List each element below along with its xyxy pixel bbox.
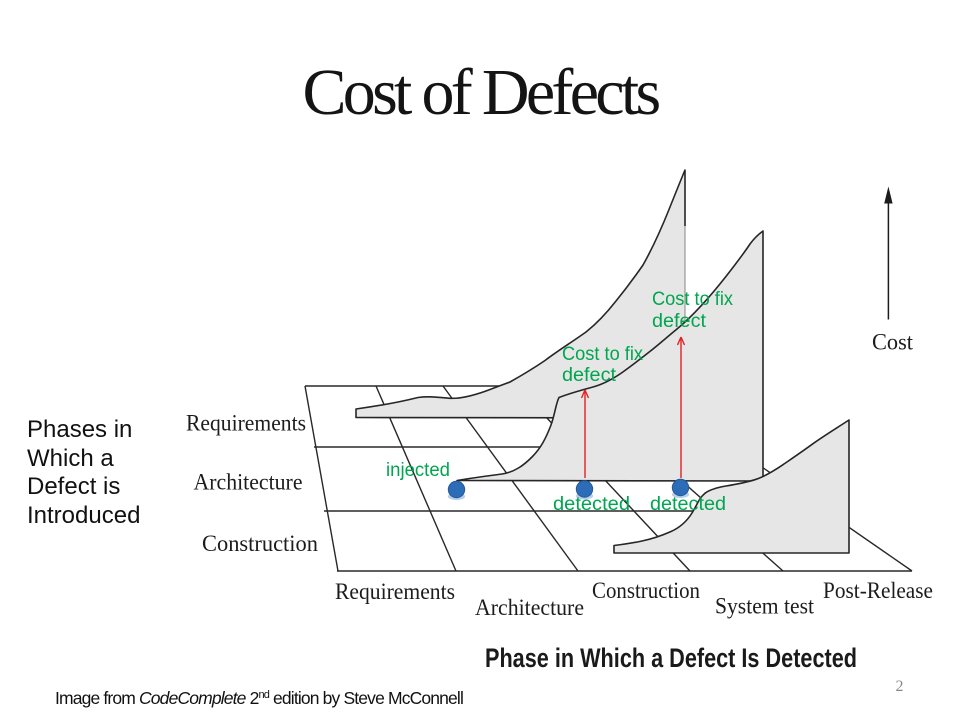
svg-text:Architecture: Architecture: [475, 595, 584, 620]
svg-text:Cost to fix: Cost to fix: [562, 344, 643, 365]
svg-text:Requirements: Requirements: [335, 579, 455, 604]
svg-text:System test: System test: [715, 594, 815, 619]
svg-text:Construction: Construction: [592, 578, 700, 603]
svg-text:Construction: Construction: [202, 531, 318, 556]
svg-text:Requirements: Requirements: [186, 411, 306, 436]
svg-text:Cost to fix: Cost to fix: [652, 289, 733, 310]
svg-text:Architecture: Architecture: [194, 470, 303, 495]
svg-text:Cost: Cost: [872, 330, 914, 355]
svg-text:Phase in Which a Defect Is Det: Phase in Which a Defect Is Detected: [485, 643, 857, 673]
svg-text:detected: detected: [650, 494, 726, 515]
svg-text:defect: defect: [652, 311, 707, 332]
svg-text:injected: injected: [386, 460, 450, 481]
svg-text:defect: defect: [562, 365, 617, 386]
svg-text:detected: detected: [553, 494, 630, 515]
svg-text:Post-Release: Post-Release: [823, 578, 933, 603]
